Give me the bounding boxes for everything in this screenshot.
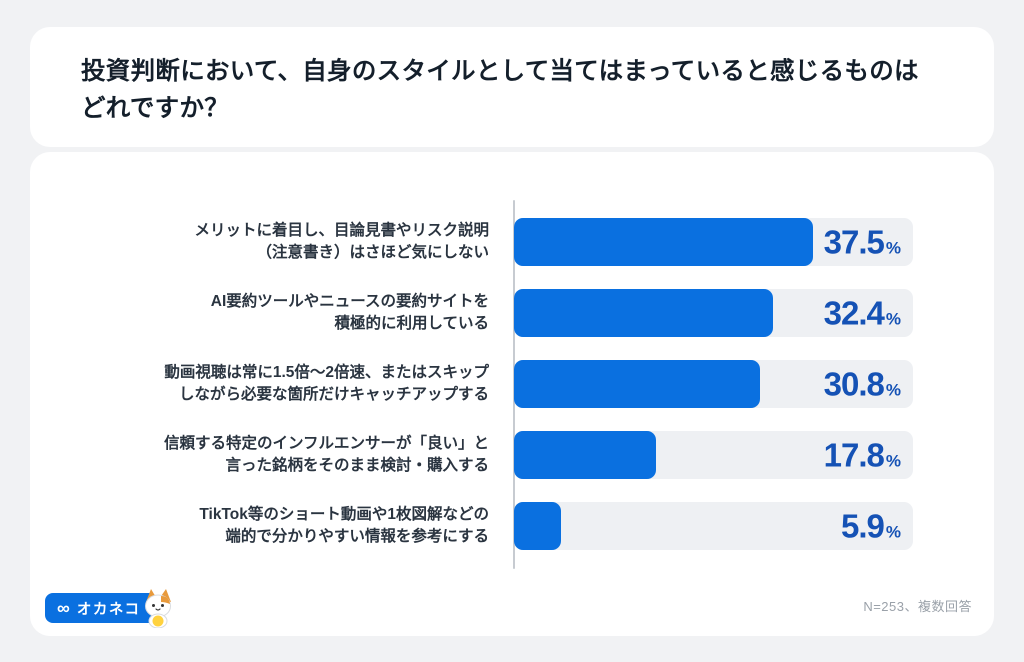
- value-label: 37.5%: [824, 226, 901, 259]
- bar-fill: [514, 431, 657, 479]
- value-number: 17.8: [823, 436, 885, 474]
- bar-fill: [514, 360, 760, 408]
- chart-row: メリットに着目し、目論見書やリスク説明 （注意書き）はさほど気にしない 37.5%: [30, 218, 994, 266]
- value-unit: %: [885, 522, 901, 542]
- chart-row: TikTok等のショート動画や1枚図解などの 端的で分かりやすい情報を参考にする 5…: [30, 502, 994, 550]
- chart-row: 信頼する特定のインフルエンサーが「良い」と 言った銘柄をそのまま検討・購入する 17…: [30, 431, 994, 479]
- logo-label: オカネコ: [76, 601, 141, 618]
- bar-fill: [514, 289, 773, 337]
- value-label: 5.9%: [841, 510, 901, 543]
- infinity-logo-icon: ∞: [57, 598, 70, 618]
- value-unit: %: [885, 451, 901, 471]
- bar-track-zone: 17.8%: [514, 431, 913, 479]
- bar-track-zone: 30.8%: [514, 360, 913, 408]
- cat-mascot-icon: [144, 589, 171, 628]
- category-label: メリットに着目し、目論見書やリスク説明 （注意書き）はさほど気にしない: [194, 222, 489, 261]
- bar-fill: [514, 502, 562, 550]
- value-unit: %: [885, 238, 901, 258]
- value-number: 37.5: [823, 223, 885, 261]
- bar-chart: メリットに着目し、目論見書やリスク説明 （注意書き）はさほど気にしない 37.5% A…: [30, 152, 994, 636]
- bar-track-zone: 5.9%: [514, 502, 913, 550]
- value-number: 30.8: [823, 365, 885, 403]
- category-label: 信頼する特定のインフルエンサーが「良い」と 言った銘柄をそのまま検討・購入する: [163, 435, 489, 474]
- chart-row: 動画視聴は常に1.5倍〜2倍速、またはスキップ しながら必要な箇所だけキャッチアッ…: [30, 360, 994, 408]
- category-label: AI要約ツールやニュースの要約サイトを 積極的に利用している: [210, 293, 489, 332]
- sample-note: N=253、複数回答: [863, 599, 972, 614]
- okaneko-logo: ∞ オカネコ: [45, 589, 171, 628]
- category-label: TikTok等のショート動画や1枚図解などの 端的で分かりやすい情報を参考にする: [199, 506, 489, 545]
- value-label: 32.4%: [824, 297, 901, 330]
- bar-track-zone: 32.4%: [514, 289, 913, 337]
- chart-row: AI要約ツールやニュースの要約サイトを 積極的に利用している 32.4%: [30, 289, 994, 337]
- value-label: 30.8%: [824, 368, 901, 401]
- chart-rows: メリットに着目し、目論見書やリスク説明 （注意書き）はさほど気にしない 37.5% A…: [30, 218, 994, 573]
- page-title: 投資判断において、自身のスタイルとして当てはまっていると感じるものは どれですか？: [81, 58, 919, 122]
- bar-track-zone: 37.5%: [514, 218, 913, 266]
- value-unit: %: [885, 380, 901, 400]
- category-label: 動画視聴は常に1.5倍〜2倍速、またはスキップ しながら必要な箇所だけキャッチアッ…: [164, 364, 489, 403]
- value-unit: %: [885, 309, 901, 329]
- bar-track: [514, 502, 913, 550]
- bar-fill: [514, 218, 814, 266]
- title-card: 投資判断において、自身のスタイルとして当てはまっていると感じるものは どれですか？: [30, 27, 994, 147]
- value-number: 32.4: [823, 294, 885, 332]
- value-number: 5.9: [841, 507, 885, 545]
- value-label: 17.8%: [824, 439, 901, 472]
